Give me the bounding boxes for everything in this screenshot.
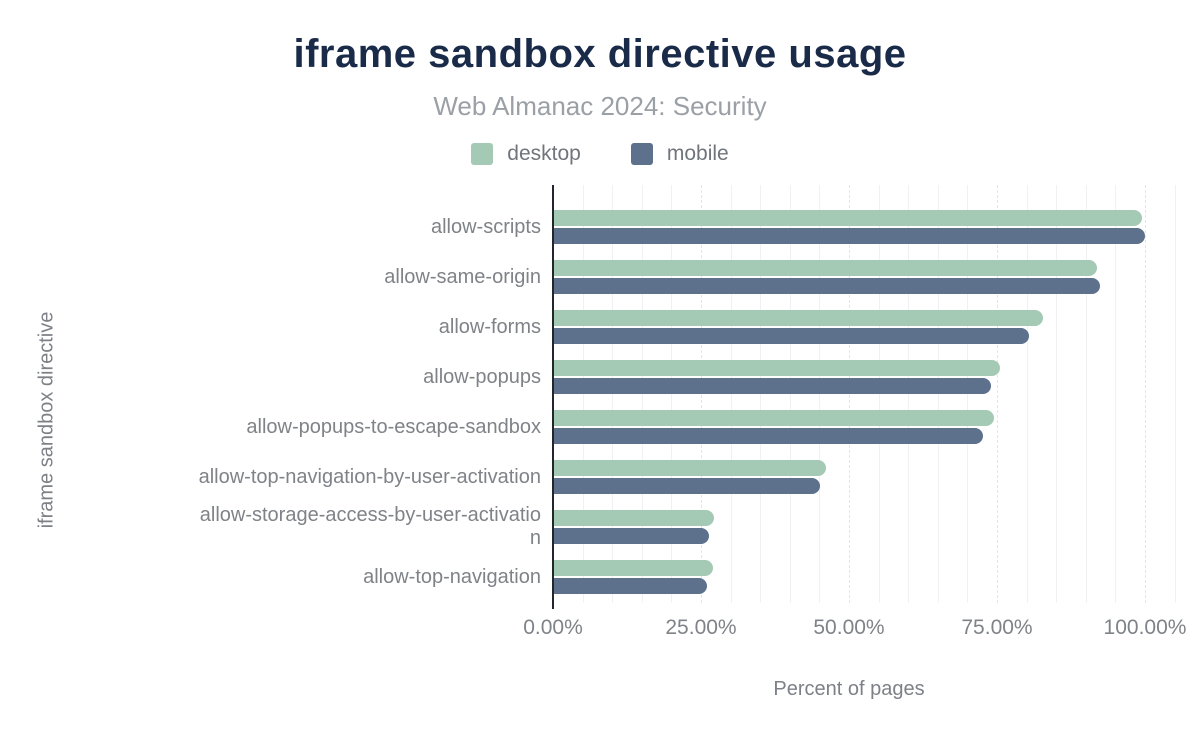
y-axis-title: iframe sandbox directive: [35, 311, 58, 529]
bar-mobile-allow-top-navigation: [554, 578, 707, 594]
bar-mobile-allow-popups: [554, 378, 991, 394]
category-label-allow-forms: allow-forms: [438, 315, 541, 338]
chart-subtitle: Web Almanac 2024: Security: [433, 91, 767, 121]
minor-gridline: [582, 185, 584, 603]
bar-mobile-allow-top-navigation-by-user-activation: [554, 478, 820, 494]
minor-gridline: [730, 185, 732, 603]
bar-mobile-allow-storage-access-by-user-activation: [554, 528, 709, 544]
bar-desktop-allow-top-navigation-by-user-activation: [554, 460, 826, 476]
bar-desktop-allow-top-navigation: [554, 560, 713, 576]
x-tick-100.00%: 100.00%: [1103, 616, 1187, 639]
desktop-swatch-icon: [471, 143, 494, 165]
category-label-allow-storage-access-by-user-activation: allow-storage-access-by-user-activatio n: [199, 504, 541, 549]
minor-gridline: [937, 185, 939, 603]
minor-gridline: [671, 185, 673, 603]
legend-item-mobile: mobile: [630, 142, 729, 166]
bar-desktop-allow-scripts: [554, 210, 1142, 226]
major-gridline: [997, 185, 998, 603]
bar-mobile-allow-scripts: [554, 228, 1145, 244]
minor-gridline: [1026, 185, 1028, 603]
minor-gridline: [1056, 185, 1058, 603]
minor-gridline: [1174, 185, 1176, 603]
major-gridline: [1145, 185, 1146, 603]
minor-gridline: [760, 185, 762, 603]
bar-desktop-allow-forms: [554, 310, 1043, 326]
major-gridline: [701, 185, 702, 603]
minor-gridline: [641, 185, 643, 603]
y-axis-line: [552, 185, 554, 609]
category-label-allow-top-navigation-by-user-activation: allow-top-navigation-by-user-activation: [198, 465, 541, 488]
bar-desktop-allow-popups-to-escape-sandbox: [554, 410, 994, 426]
legend-label-mobile: mobile: [666, 142, 729, 165]
legend-label-desktop: desktop: [507, 142, 581, 165]
category-label-allow-top-navigation: allow-top-navigation: [363, 565, 541, 588]
minor-gridline: [1115, 185, 1117, 603]
bar-desktop-allow-storage-access-by-user-activation: [554, 510, 714, 526]
legend-item-desktop: desktop: [471, 142, 581, 166]
bar-mobile-allow-popups-to-escape-sandbox: [554, 428, 983, 444]
chart-title: iframe sandbox directive usage: [293, 32, 907, 76]
minor-gridline: [967, 185, 969, 603]
minor-gridline: [819, 185, 821, 603]
minor-gridline: [1085, 185, 1087, 603]
bar-desktop-allow-same-origin: [554, 260, 1097, 276]
major-gridline: [849, 185, 850, 603]
minor-gridline: [789, 185, 791, 603]
bar-mobile-allow-same-origin: [554, 278, 1100, 294]
category-label-allow-scripts: allow-scripts: [430, 215, 541, 238]
x-tick-0.00%: 0.00%: [523, 616, 583, 639]
x-axis-title: Percent of pages: [773, 678, 925, 700]
category-label-allow-same-origin: allow-same-origin: [384, 265, 541, 288]
mobile-swatch-icon: [630, 143, 653, 165]
legend: desktop mobile: [0, 142, 1200, 166]
x-tick-25.00%: 25.00%: [665, 616, 737, 639]
bar-desktop-allow-popups: [554, 360, 1000, 376]
category-label-allow-popups-to-escape-sandbox: allow-popups-to-escape-sandbox: [246, 415, 541, 438]
category-label-allow-popups: allow-popups: [423, 365, 541, 388]
x-tick-50.00%: 50.00%: [813, 616, 885, 639]
x-tick-75.00%: 75.00%: [961, 616, 1033, 639]
minor-gridline: [878, 185, 880, 603]
minor-gridline: [908, 185, 910, 603]
bar-mobile-allow-forms: [554, 328, 1029, 344]
minor-gridline: [612, 185, 614, 603]
